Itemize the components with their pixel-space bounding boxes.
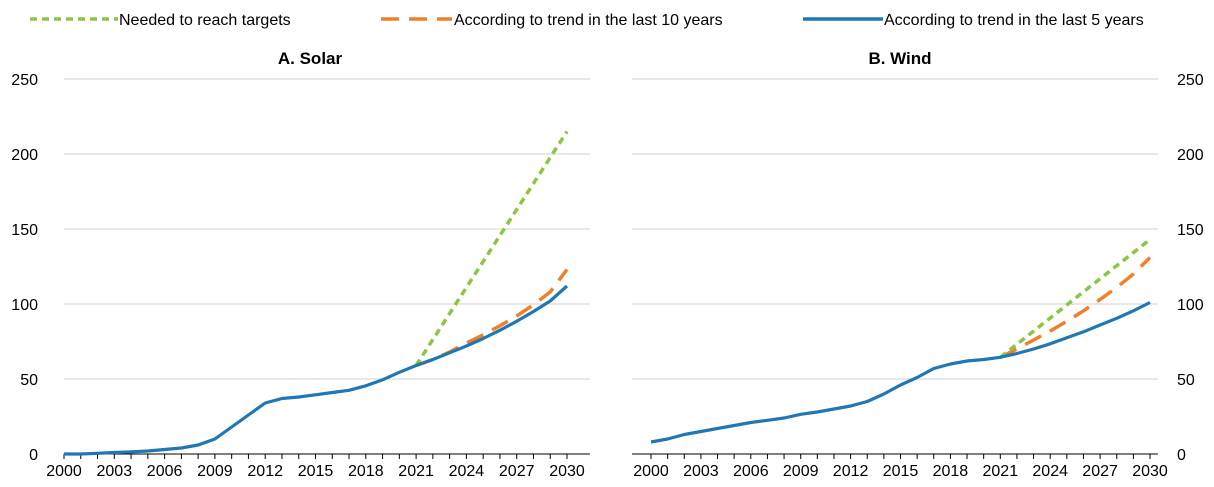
legend-label: Needed to reach targets bbox=[119, 12, 291, 29]
legend-item: According to trend in the last 5 years bbox=[803, 12, 1144, 29]
x-tick-label: 2006 bbox=[147, 463, 183, 480]
x-tick-label: 2009 bbox=[783, 463, 819, 480]
series-line bbox=[999, 238, 1152, 359]
x-tick-label: 2024 bbox=[449, 463, 485, 480]
x-tick-label: 2027 bbox=[499, 463, 535, 480]
x-tick-label: 2030 bbox=[1132, 463, 1168, 480]
series-line bbox=[64, 284, 569, 456]
x-tick-label: 2018 bbox=[348, 463, 384, 480]
legend: Needed to reach targets According to tren… bbox=[30, 12, 1144, 29]
x-tick-label: 2030 bbox=[549, 463, 585, 480]
y-tick-label: 200 bbox=[11, 147, 38, 164]
y-tick-label: 50 bbox=[1177, 372, 1195, 389]
series-line bbox=[414, 130, 569, 367]
y-tick-label: 100 bbox=[1177, 297, 1204, 314]
series-line bbox=[650, 301, 1151, 444]
x-tick-label: 2021 bbox=[983, 463, 1019, 480]
legend-item: Needed to reach targets bbox=[30, 12, 291, 29]
legend-item: According to trend in the last 10 years bbox=[381, 12, 723, 29]
x-tick-label: 2006 bbox=[733, 463, 769, 480]
chart-panel: B. Wind 0 50 100 150 200 250 2000 2003 2006 2009 20… bbox=[632, 49, 1204, 480]
y-tick-label: 0 bbox=[1177, 447, 1186, 464]
legend-label: According to trend in the last 5 years bbox=[884, 12, 1144, 29]
y-tick-label: 100 bbox=[11, 297, 38, 314]
legend-label: According to trend in the last 10 years bbox=[454, 12, 723, 29]
chart-title: B. Wind bbox=[868, 49, 931, 68]
y-tick-label: 250 bbox=[11, 72, 38, 89]
y-tick-label: 200 bbox=[1177, 147, 1204, 164]
y-tick-label: 250 bbox=[1177, 72, 1204, 89]
x-tick-label: 2024 bbox=[1032, 463, 1068, 480]
x-tick-label: 2021 bbox=[398, 463, 434, 480]
x-tick-label: 2003 bbox=[97, 463, 133, 480]
x-tick-label: 2015 bbox=[883, 463, 919, 480]
x-tick-label: 2027 bbox=[1082, 463, 1118, 480]
x-tick-label: 2012 bbox=[833, 463, 869, 480]
x-tick-label: 2015 bbox=[298, 463, 334, 480]
y-tick-label: 50 bbox=[20, 372, 38, 389]
chart-title: A. Solar bbox=[278, 49, 343, 68]
chart-panel: A. Solar 0 50 100 150 200 250 2000 2003 2006 2009 2… bbox=[11, 49, 590, 480]
x-tick-label: 2009 bbox=[197, 463, 233, 480]
x-tick-label: 2012 bbox=[247, 463, 283, 480]
x-tick-label: 2000 bbox=[633, 463, 669, 480]
x-tick-label: 2018 bbox=[933, 463, 969, 480]
y-tick-label: 150 bbox=[1177, 222, 1204, 239]
x-tick-label: 2000 bbox=[46, 463, 82, 480]
y-tick-label: 150 bbox=[11, 222, 38, 239]
x-tick-label: 2003 bbox=[683, 463, 719, 480]
series-line bbox=[999, 256, 1152, 359]
y-tick-label: 0 bbox=[29, 447, 38, 464]
series-line bbox=[415, 268, 569, 368]
